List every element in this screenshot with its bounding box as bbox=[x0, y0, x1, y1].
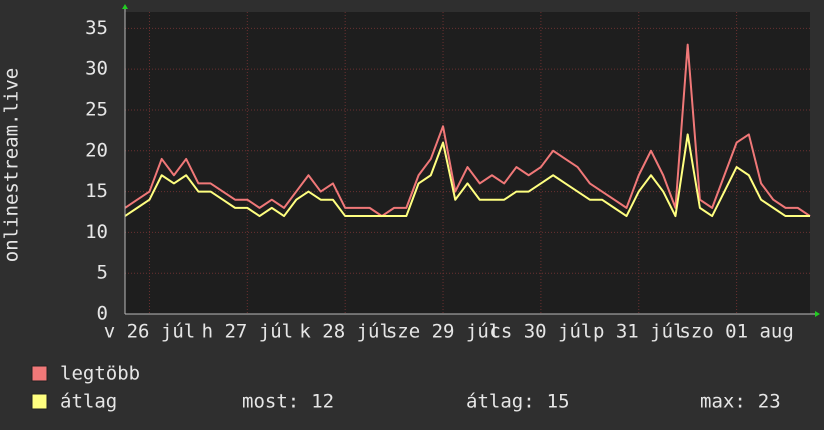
x-tick-label: v 26 júl bbox=[104, 321, 196, 343]
y-tick-label: 0 bbox=[97, 303, 108, 325]
y-tick-label: 35 bbox=[85, 17, 108, 39]
y-tick-label: 25 bbox=[85, 98, 108, 120]
x-tick-label: h 27 júl bbox=[202, 321, 294, 343]
y-axis-title: onlinestream.live bbox=[1, 68, 23, 262]
y-tick-label: 20 bbox=[85, 139, 108, 161]
stat-label: most: bbox=[242, 391, 299, 413]
x-tick-label: cs 30 júl bbox=[489, 321, 592, 343]
y-tick-label: 5 bbox=[97, 262, 108, 284]
x-tick-label: k 28 júl bbox=[299, 321, 391, 343]
x-tick-label: p 31 júl bbox=[593, 321, 685, 343]
stat-label: max: bbox=[700, 391, 746, 413]
y-tick-label: 15 bbox=[85, 180, 108, 202]
x-arrow bbox=[815, 311, 820, 317]
stat-value: 15 bbox=[547, 391, 570, 413]
x-tick-label: szo 01 aug bbox=[679, 321, 793, 343]
y-tick-label: 10 bbox=[85, 221, 108, 243]
legend-swatch bbox=[31, 393, 48, 410]
legend-label: átlag bbox=[60, 391, 117, 413]
plot-area bbox=[125, 12, 810, 314]
legend-label: legtöbb bbox=[60, 363, 140, 385]
series-line bbox=[124, 133, 810, 218]
x-tick-label: sze 29 júl bbox=[386, 321, 500, 343]
series-line bbox=[124, 43, 811, 218]
y-tick-label: 30 bbox=[85, 58, 108, 80]
stat-value: 23 bbox=[758, 391, 781, 413]
y-arrow bbox=[122, 4, 128, 9]
stat-value: 12 bbox=[311, 391, 334, 413]
stat-label: átlag: bbox=[466, 391, 535, 413]
legend-swatch bbox=[31, 365, 48, 382]
